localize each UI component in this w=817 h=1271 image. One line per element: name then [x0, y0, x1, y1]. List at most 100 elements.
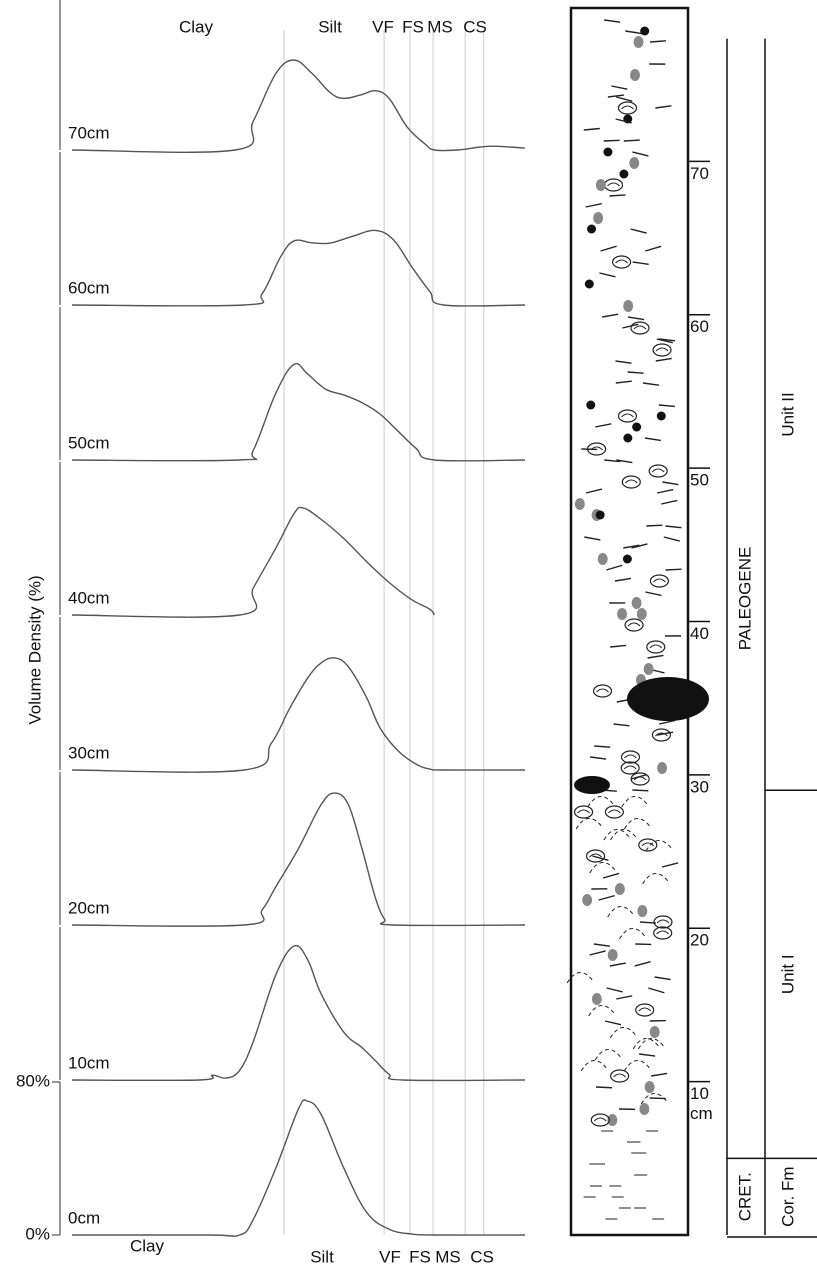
dash — [607, 94, 624, 98]
shell-line — [590, 446, 603, 451]
dashed-arc — [588, 1005, 616, 1017]
class-label-top: VF — [372, 17, 394, 36]
shell-line — [607, 182, 620, 187]
dot — [640, 26, 650, 36]
class-label-top: FS — [402, 17, 424, 36]
grain — [630, 69, 641, 81]
shell-line — [624, 479, 638, 484]
shell-line — [655, 347, 669, 352]
series-label: 20cm — [68, 898, 110, 917]
dash — [599, 272, 616, 278]
grain — [639, 1103, 650, 1115]
y-axis-label: Volume Density (%) — [25, 575, 44, 724]
y-tick-label: 80% — [16, 1071, 50, 1090]
depth-tick-label: 40 — [690, 624, 709, 643]
class-label-bottom: Clay — [130, 1236, 165, 1255]
class-label-top: Silt — [318, 17, 342, 36]
dot — [584, 279, 594, 289]
series-label: 60cm — [68, 278, 110, 297]
dash — [627, 316, 645, 321]
shell-line — [621, 105, 634, 110]
shell — [617, 101, 638, 115]
grain — [597, 553, 608, 565]
shell — [587, 442, 607, 456]
dash — [630, 773, 648, 780]
dashed-arc — [610, 829, 637, 841]
dash — [655, 357, 672, 362]
dash — [634, 961, 651, 967]
dash — [583, 127, 600, 131]
dash — [639, 1053, 656, 1057]
distribution-curve — [71, 657, 526, 773]
dash — [646, 524, 663, 527]
depth-tick-label: 20 — [690, 931, 709, 950]
dot — [587, 224, 597, 234]
dash — [649, 1097, 666, 1100]
dot — [595, 510, 605, 520]
shell-line — [615, 259, 628, 264]
shell — [646, 640, 666, 654]
grain — [593, 212, 604, 224]
dash — [623, 544, 640, 549]
shell — [653, 926, 673, 940]
distribution-curve — [71, 59, 526, 153]
dash — [644, 437, 661, 442]
shell — [620, 761, 640, 775]
dash — [613, 723, 630, 727]
dash — [602, 872, 620, 879]
distribution-curve — [71, 362, 526, 462]
dash — [658, 719, 676, 725]
dash — [614, 577, 632, 582]
class-label-bottom: FS — [409, 1247, 431, 1266]
distribution-curve — [71, 506, 435, 618]
class-label-bottom: MS — [435, 1247, 461, 1266]
dashed-arc — [566, 972, 594, 984]
dashed-arc — [609, 1027, 637, 1039]
grain — [607, 1114, 618, 1126]
depth-tick-label: 10 — [690, 1084, 709, 1103]
unit-label: CRET. — [735, 1172, 754, 1221]
dot — [622, 554, 632, 564]
dash — [661, 862, 679, 868]
distribution-curve — [71, 944, 526, 1082]
grain — [644, 1081, 655, 1093]
dash — [589, 950, 606, 956]
dash — [606, 987, 623, 993]
grain — [636, 608, 647, 620]
grain — [582, 894, 593, 906]
class-label-top: MS — [427, 17, 453, 36]
shell — [604, 805, 624, 819]
shell-line — [638, 1007, 652, 1012]
dash — [656, 488, 674, 494]
clast — [627, 677, 709, 721]
shell — [652, 343, 672, 357]
dash — [642, 382, 660, 386]
dash — [598, 894, 615, 901]
dash — [650, 1072, 668, 1077]
dashed-arc — [587, 796, 615, 808]
series-label: 10cm — [68, 1053, 110, 1072]
dash — [656, 338, 673, 344]
depth-tick-label: 60 — [690, 317, 709, 336]
dashed-arc — [623, 818, 651, 830]
class-label-top: Clay — [179, 17, 214, 36]
dash — [585, 202, 602, 208]
shell — [653, 915, 673, 929]
shell-line — [656, 919, 670, 924]
shell-line — [577, 809, 590, 814]
distribution-curve — [71, 792, 526, 927]
dash — [639, 921, 656, 924]
shell — [630, 321, 650, 335]
dashed-arc — [607, 906, 635, 918]
class-label-bottom: Silt — [310, 1247, 334, 1266]
grain — [629, 157, 640, 169]
grain — [631, 597, 642, 609]
dash — [661, 499, 678, 505]
series-label: 40cm — [68, 588, 110, 607]
dash — [592, 855, 609, 861]
dash — [662, 481, 679, 486]
unit-label: PALEOGENE — [735, 547, 754, 651]
class-label-bottom: VF — [379, 1247, 401, 1266]
dashed-arc — [619, 928, 646, 940]
dashed-arc — [621, 796, 649, 808]
